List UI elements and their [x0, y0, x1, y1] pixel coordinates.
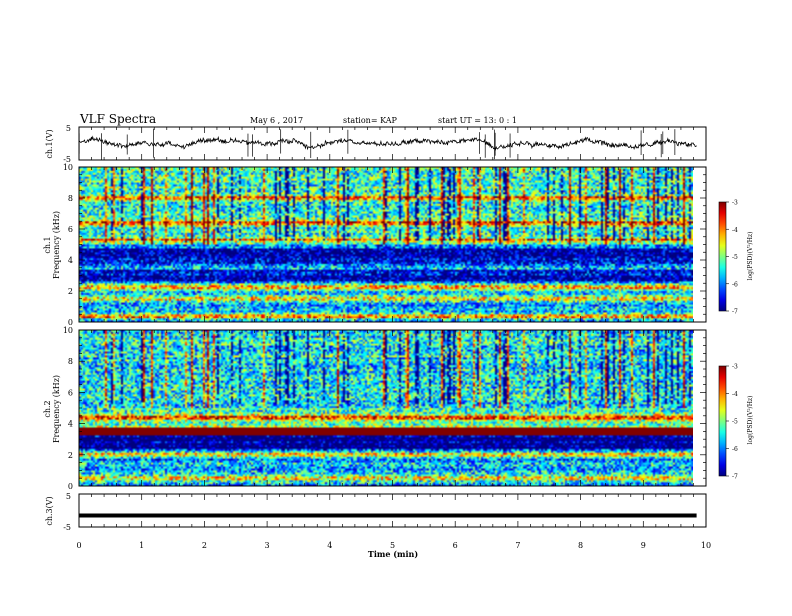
ch1-spectrogram-ticks: [78, 166, 707, 323]
freq-tick-label: 10: [63, 163, 73, 172]
ch1-ytick-top: 5: [66, 124, 71, 133]
ch1-waveform-spikes: [78, 128, 676, 160]
ch1-colorbar-label: log(PSD)(V²/Hz): [747, 232, 754, 281]
station-label: station= KAP: [343, 116, 398, 125]
time-tick-label: 0: [76, 541, 81, 550]
ch2-spectrogram-image: [79, 330, 693, 486]
colorbar-tick-label: -7: [732, 474, 738, 481]
freq-tick-label: 6: [68, 225, 73, 234]
freq-tick-label: 8: [68, 357, 73, 366]
freq-tick-label: 2: [68, 287, 73, 296]
ch2-colorbar-ticks: -3 -4 -5 -6 -7: [726, 364, 738, 481]
ch1-ytick-bottom: -5: [63, 155, 71, 164]
ch2-spectrogram-ticks: [78, 329, 707, 487]
time-axis-label: Time (min): [368, 549, 418, 559]
ch3-waveform-ticks: [78, 494, 707, 527]
time-tick-label: 8: [578, 541, 583, 550]
ch1-waveform-ylabel: ch.1(V): [45, 129, 54, 158]
freq-tick-label: 4: [68, 256, 73, 265]
colorbar-tick-label: -5: [732, 419, 738, 426]
ch2-spectrogram-ylabel-channel: ch.2: [43, 400, 52, 417]
time-tick-label: 6: [453, 541, 458, 550]
ch2-spectrogram-ytick-labels: 0 2 4 6 8 10: [63, 326, 73, 491]
ch1-waveform-line: [78, 135, 697, 151]
ch2-colorbar: [718, 365, 727, 477]
figure-title: VLF Spectra: [79, 112, 156, 126]
freq-tick-label: 8: [68, 194, 73, 203]
colorbar-tick-label: -3: [732, 364, 738, 371]
ch3-waveform-ylabel: ch.3(V): [45, 496, 54, 525]
freq-tick-label: 2: [68, 451, 73, 460]
time-tick-label: 9: [641, 541, 646, 550]
colorbar-tick-label: -6: [732, 281, 738, 288]
colorbar-tick-label: -6: [732, 446, 738, 453]
freq-tick-label: 6: [68, 388, 73, 397]
ch2-colorbar-label: log(PSD)(V²/Hz): [747, 396, 754, 445]
ch1-waveform-ticks: [78, 127, 707, 160]
ch1-spectrogram-image: [79, 167, 693, 322]
ch1-spectrogram-ylabel-frequency: Frequency (kHz): [52, 211, 61, 279]
ch1-spectrogram-ylabel-channel: ch.1: [43, 236, 52, 253]
time-tick-label: 4: [327, 541, 332, 550]
freq-tick-label: 4: [68, 420, 73, 429]
colorbar-tick-label: -4: [732, 391, 738, 398]
time-tick-label: 1: [139, 541, 144, 550]
time-tick-label: 7: [515, 541, 520, 550]
colorbar-tick-label: -4: [732, 227, 738, 234]
time-axis-tick-labels: 0 1 2 3 4 5 6 7 8 9 10: [76, 541, 711, 550]
ch1-spectrogram-ytick-labels: 0 2 4 6 8 10: [63, 163, 73, 327]
time-tick-label: 3: [265, 541, 270, 550]
ch1-colorbar: [718, 201, 727, 312]
ch3-ytick-top: 5: [66, 492, 71, 501]
time-tick-label: 5: [390, 541, 395, 550]
start-time-label: start UT = 13: 0 : 1: [438, 116, 517, 125]
freq-tick-label: 0: [68, 318, 73, 327]
ch2-spectrogram-ylabel-frequency: Frequency (kHz): [52, 375, 61, 443]
colorbar-tick-label: -7: [732, 309, 738, 316]
colorbar-tick-label: -5: [732, 254, 738, 261]
ch3-waveform-panel: 5 -5 ch.3(V) 0 1 2 3 4 5 6 7 8 9 10 Time (min): [45, 492, 711, 559]
time-tick-label: 2: [202, 541, 207, 550]
date-label: May 6 , 2017: [250, 116, 303, 125]
ch1-waveform-panel: 5 -5 ch.1(V): [45, 124, 707, 164]
ch1-colorbar-ticks: -3 -4 -5 -6 -7: [726, 200, 738, 316]
ch3-ytick-bottom: -5: [63, 523, 71, 532]
colorbar-tick-label: -3: [732, 200, 738, 207]
freq-tick-label: 10: [63, 326, 73, 335]
time-tick-label: 10: [701, 541, 711, 550]
freq-tick-label: 0: [68, 482, 73, 491]
